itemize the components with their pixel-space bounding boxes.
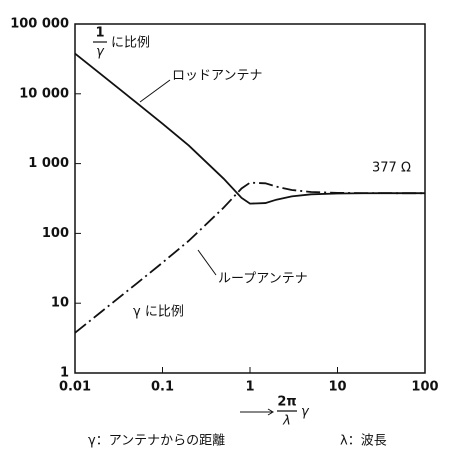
x-label-numerator: 2π xyxy=(277,395,296,410)
leader-line xyxy=(139,79,171,103)
series-line xyxy=(74,52,425,205)
caption: γ：アンテナからの距離 xyxy=(88,434,225,449)
x-tick-label: 0.1 xyxy=(151,380,174,395)
series-line xyxy=(74,181,425,334)
x-tick-label: 1 xyxy=(245,380,254,395)
caption: λ：波長 xyxy=(340,434,387,449)
axis-arrow-head xyxy=(267,408,274,416)
x-label-denominator: λ xyxy=(282,414,291,429)
y-tick-label: 100 xyxy=(42,226,69,241)
annotation: 377 Ω xyxy=(372,161,411,176)
x-tick-label: 0.01 xyxy=(59,380,91,395)
annotation: γ に比例 xyxy=(133,305,184,320)
note-numerator: 1 xyxy=(95,26,104,41)
series-label: ループアンテナ xyxy=(218,272,308,287)
x-label-variable: γ xyxy=(301,405,310,420)
y-tick-label: 10 000 xyxy=(19,86,69,101)
y-tick-label: 1 xyxy=(60,366,69,381)
series-label: ロッドアンテナ xyxy=(172,69,262,84)
y-tick-label: 10 xyxy=(51,296,69,311)
x-tick-label: 10 xyxy=(328,380,346,395)
y-tick-label: 100 000 xyxy=(10,17,69,32)
leader-line xyxy=(197,249,217,276)
note-text: に比例 xyxy=(111,36,150,51)
y-tick-label: 1 000 xyxy=(28,156,69,171)
note-denominator: γ xyxy=(96,45,105,60)
x-tick-label: 100 xyxy=(411,380,438,395)
